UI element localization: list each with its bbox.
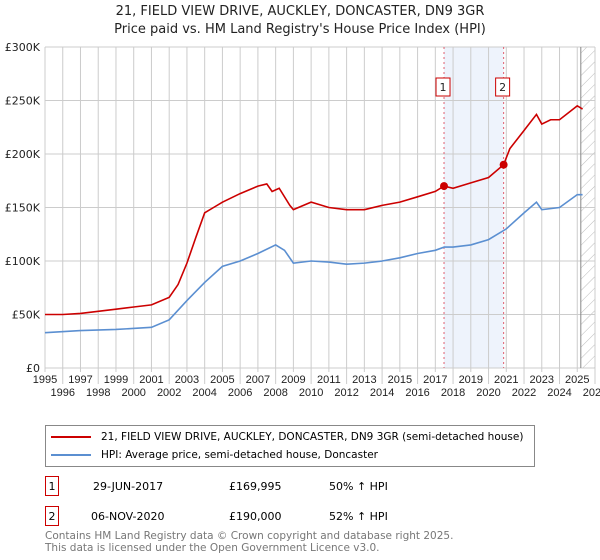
x-tick-label: 1995 [33, 374, 57, 386]
x-tick-label: 2022 [512, 387, 536, 399]
x-tick-label: 2023 [530, 374, 554, 386]
x-tick-label: 2011 [317, 374, 341, 386]
legend-blue-line-icon [51, 454, 91, 456]
y-tick-label: £300K [5, 41, 41, 54]
sale-badge: 1 [45, 476, 59, 496]
x-tick-label: 2006 [228, 387, 252, 399]
sale-price: £169,995 [229, 479, 282, 493]
x-tick-label: 1997 [68, 374, 92, 386]
sale-point [440, 182, 449, 191]
footer-line: This data is licensed under the Open Gov… [45, 542, 380, 554]
x-tick-label: 2017 [423, 374, 447, 386]
sale-date: 29-JUN-2017 [93, 479, 164, 493]
x-tick-label: 2020 [476, 387, 500, 399]
sale-price: £190,000 [229, 509, 282, 523]
sale-row: 2 06-NOV-2020 £190,000 52% ↑ HPI [45, 506, 388, 526]
y-tick-label: £150K [5, 202, 41, 215]
sale-badge: 2 [45, 506, 59, 526]
series-line [44, 193, 583, 334]
x-tick-label: 2024 [547, 387, 571, 399]
x-tick-label: 2026 [583, 387, 600, 399]
x-tick-label: 2005 [210, 374, 234, 386]
x-tick-label: 2007 [246, 374, 270, 386]
sale-row: 1 29-JUN-2017 £169,995 50% ↑ HPI [45, 476, 388, 496]
y-tick-label: £100K [5, 255, 41, 268]
x-tick-label: 2002 [157, 387, 181, 399]
x-tick-label: 2010 [299, 387, 323, 399]
x-tick-label: 2008 [263, 387, 287, 399]
footer: Contains HM Land Registry data © Crown c… [45, 530, 453, 554]
x-tick-label: 2025 [565, 374, 589, 386]
chart-title: 21, FIELD VIEW DRIVE, AUCKLEY, DONCASTER… [115, 4, 485, 19]
x-tick-label: 2009 [281, 374, 305, 386]
y-tick-label: £200K [5, 148, 41, 161]
annotation-box [435, 77, 451, 97]
sale-date: 06-NOV-2020 [91, 509, 165, 523]
y-tick-label: £250K [5, 95, 41, 108]
x-tick-label: 2012 [334, 387, 358, 399]
legend-label-hpi: HPI: Average price, semi-detached house,… [101, 449, 378, 461]
series-line [45, 104, 583, 316]
x-tick-label: 2014 [370, 387, 394, 399]
annotation-label: 1 [440, 81, 447, 94]
x-tick-label: 1999 [104, 374, 128, 386]
x-tick-label: 2000 [121, 387, 145, 399]
price-chart: 1995199619971998199920002001200220032004… [5, 41, 600, 399]
legend: 21, FIELD VIEW DRIVE, AUCKLEY, DONCASTER… [45, 425, 535, 467]
x-tick-label: 2013 [352, 374, 376, 386]
legend-red-line-icon [51, 436, 91, 438]
x-tick-label: 2019 [459, 374, 483, 386]
sale-hpi: 52% ↑ HPI [329, 509, 388, 523]
x-tick-label: 2003 [175, 374, 199, 386]
annotation-label: 2 [499, 81, 506, 94]
y-tick-label: £0 [26, 362, 40, 375]
x-tick-label: 2021 [494, 374, 518, 386]
footer-line: Contains HM Land Registry data © Crown c… [45, 530, 454, 542]
x-tick-label: 2016 [405, 387, 429, 399]
x-tick-label: 2015 [388, 374, 412, 386]
x-tick-label: 2018 [441, 387, 465, 399]
sale-hpi: 50% ↑ HPI [329, 479, 388, 493]
y-tick-label: £50K [12, 309, 41, 322]
x-tick-label: 1998 [86, 387, 110, 399]
annotation-box [495, 77, 511, 97]
chart-subtitle: Price paid vs. HM Land Registry's House … [114, 22, 486, 37]
sale-point [499, 160, 508, 169]
x-tick-label: 2004 [192, 387, 216, 399]
x-tick-label: 2001 [139, 374, 163, 386]
legend-label-property: 21, FIELD VIEW DRIVE, AUCKLEY, DONCASTER… [101, 431, 524, 443]
x-tick-label: 1996 [50, 387, 74, 399]
